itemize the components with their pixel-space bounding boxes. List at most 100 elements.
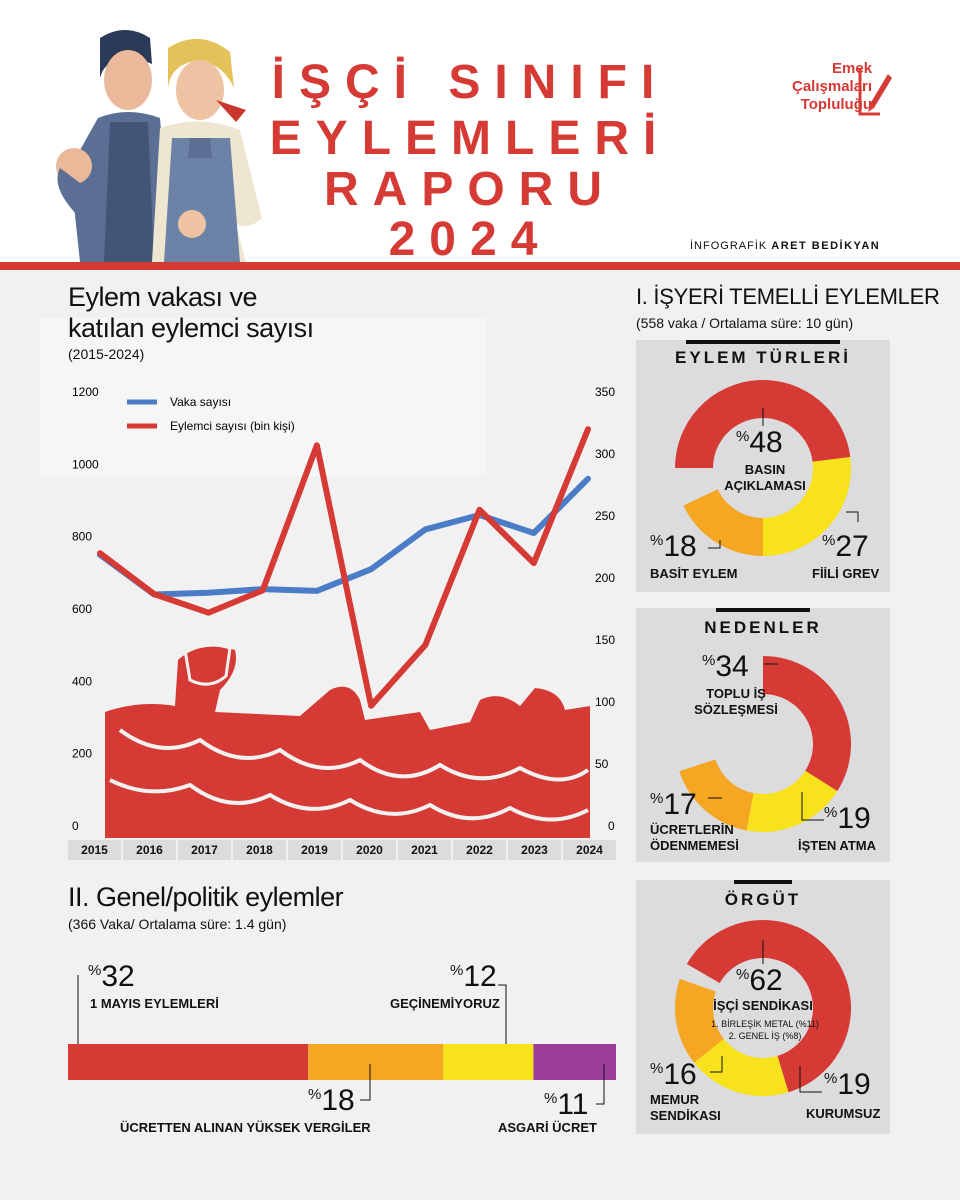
- pct-asgari-ucret: %11: [544, 1088, 589, 1121]
- year-label-2022: 2022: [453, 840, 506, 860]
- section1-subtitle: (558 vaka / Ortalama süre: 10 gün): [636, 315, 854, 331]
- stacked-segment-1: [308, 1044, 444, 1080]
- vaka-sayisi-point-2019: [315, 589, 319, 593]
- vaka-sayisi-point-2017: [206, 591, 210, 595]
- line-chart-subtitle: (2015-2024): [68, 346, 145, 362]
- year-label-2015: 2015: [68, 840, 121, 860]
- credit-name: ARET BEDİKYAN: [771, 240, 881, 252]
- protest-crowd-fists: [105, 643, 590, 838]
- leader-line: [710, 1056, 723, 1073]
- label-basin-aciklamasi: BASIN AÇIKLAMASI: [724, 462, 806, 493]
- label-basit-eylem: BASİT EYLEM: [650, 566, 738, 581]
- left-tick-label: 0: [72, 819, 79, 833]
- eylemci-sayisi-point-2018: [261, 588, 265, 592]
- label-gecinemiyoruz: GEÇİNEMİYORUZ: [390, 996, 500, 1011]
- stacked-segment-3: [533, 1044, 616, 1080]
- donut-org-panel: ÖRGÜT %62 İŞÇİ SENDİKASI 1. BİRLEŞİK MET…: [636, 880, 890, 1134]
- left-tick-label: 1200: [72, 385, 99, 399]
- donut-slice-kurumsuz: [694, 1039, 789, 1096]
- section1-title: I. İŞYERİ TEMELLİ EYLEMLER: [636, 284, 940, 309]
- vaka-sayisi-point-2021: [423, 527, 427, 531]
- panel-title-rule: [734, 880, 792, 884]
- pct-basin-aciklamasi: %48: [736, 426, 783, 459]
- year-label-2023: 2023: [508, 840, 561, 860]
- line-chart-title-line-2: katılan eylemci sayısı: [68, 313, 314, 343]
- right-tick-label: 0: [608, 819, 615, 833]
- donut-slice-toplu-is-sozlesmesi: [763, 656, 852, 792]
- line-chart-title: Eylem vakası ve katılan eylemci sayısı: [68, 282, 314, 344]
- donut-slice-memur-sendikasi: [675, 979, 724, 1063]
- year-label-2020: 2020: [343, 840, 396, 860]
- pct-gecinemiyoruz: %12: [450, 960, 497, 993]
- eylemci-sayisi-point-2022: [478, 508, 482, 512]
- label-isci-sendikasi: İŞÇİ SENDİKASI: [713, 998, 813, 1013]
- label-memur-sendikasi: MEMUR SENDİKASI: [650, 1092, 721, 1123]
- eylemci-sayisi-point-2019: [315, 443, 319, 447]
- section2-title: II. Genel/politik eylemler: [68, 882, 344, 912]
- report-title-line-2: EYLEMLERİ: [269, 112, 671, 165]
- legend-label-red: Eylemci sayısı (bin kişi): [170, 419, 295, 433]
- leader-line: [596, 1064, 605, 1105]
- line-chart-title-line-1: Eylem vakası ve: [68, 282, 258, 312]
- pct-memur-sendikasi: %16: [650, 1058, 697, 1091]
- year-label-2021: 2021: [398, 840, 451, 860]
- eylemci-sayisi-point-2021: [423, 643, 427, 647]
- pct-1-mayis: %32: [88, 960, 135, 993]
- donut-slice-isten-atma: [746, 770, 838, 832]
- credit-prefix: İNFOGRAFİK: [690, 240, 768, 252]
- label-fiili-grev: FİİLİ GREV: [812, 566, 880, 581]
- legend-background: [40, 318, 486, 476]
- vaka-sayisi-point-2020: [369, 567, 373, 571]
- right-tick-label: 350: [595, 385, 615, 399]
- two-workers-illustration: [56, 30, 262, 262]
- pct-vergiler: %18: [308, 1084, 355, 1117]
- eylemci-sayisi-point-2024: [586, 427, 590, 431]
- eylemci-sayisi-line: [97, 426, 591, 709]
- pct-isci-sendikasi: %62: [736, 964, 783, 997]
- donut-reasons-panel: NEDENLER %34 TOPLU İŞ SÖZLEŞMESİ %19 İŞTE…: [636, 608, 890, 862]
- stacked-bar: [68, 975, 616, 1105]
- logo: Emek Çalışmaları Topluluğu: [792, 60, 872, 114]
- left-axis: 1200 1000 800 600 400 200 0: [72, 385, 99, 833]
- stacked-segment-0: [68, 1044, 309, 1080]
- right-tick-label: 100: [595, 695, 615, 709]
- stacked-segment-2: [443, 1044, 534, 1080]
- header-rule: [0, 262, 960, 270]
- label-isten-atma: İŞTEN ATMA: [798, 838, 876, 853]
- isci-sendikasi-notes: 1. BİRLEŞİK METAL (%11) 2. GENEL İŞ (%8): [711, 1019, 819, 1041]
- donut-slice-isci-sendikasi: [686, 920, 851, 1093]
- logo-pen-icon: [858, 68, 892, 116]
- legend: Vaka sayısı Eylemci sayısı (bin kişi): [127, 395, 295, 433]
- logo-line-2: Çalışmaları: [792, 78, 873, 95]
- left-tick-label: 400: [72, 674, 92, 688]
- pct-basit-eylem: %18: [650, 530, 697, 563]
- donut-reasons-title: NEDENLER: [704, 618, 822, 637]
- eylemci-sayisi-point-2015: [98, 551, 102, 555]
- left-tick-label: 600: [72, 602, 92, 616]
- label-toplu-is: TOPLU İŞ SÖZLEŞMESİ: [694, 686, 778, 717]
- logo-line-3: Topluluğu: [800, 96, 873, 113]
- donut-types-title: EYLEM TÜRLERİ: [675, 348, 851, 367]
- donut-slice-basin-aciklamasi: [675, 379, 851, 468]
- left-tick-label: 1000: [72, 457, 99, 471]
- vaka-sayisi-point-2024: [586, 477, 590, 481]
- leader-line: [846, 511, 859, 522]
- right-tick-label: 150: [595, 633, 615, 647]
- pct-fiili-grev: %27: [822, 530, 869, 563]
- donut-org-chart: [675, 920, 851, 1096]
- leader-line: [799, 1066, 822, 1093]
- donut-slice-basit-eylem: [683, 489, 763, 556]
- year-axis: 2015 2016 2017 2018 2019 2020 2021 2022 2023 2024: [68, 840, 616, 860]
- right-tick-label: 200: [595, 571, 615, 585]
- report-title-line-4: 2024: [388, 213, 552, 266]
- legend-label-blue: Vaka sayısı: [170, 395, 231, 409]
- label-kurumsuz: KURUMSUZ: [806, 1106, 881, 1121]
- report-title-line-3: RAPORU: [323, 163, 616, 216]
- vaka-sayisi-point-2023: [532, 531, 536, 535]
- year-label-2017: 2017: [178, 840, 231, 860]
- donut-slice-ucretlerin-odenmemesi: [679, 759, 754, 831]
- label-1-mayis: 1 MAYIS EYLEMLERİ: [90, 996, 219, 1011]
- pct-toplu-is: %34: [702, 650, 749, 683]
- eylemci-sayisi-point-2020: [369, 704, 373, 708]
- label-ucretlerin: ÜCRETLERİN ÖDENMEMESİ: [650, 822, 739, 853]
